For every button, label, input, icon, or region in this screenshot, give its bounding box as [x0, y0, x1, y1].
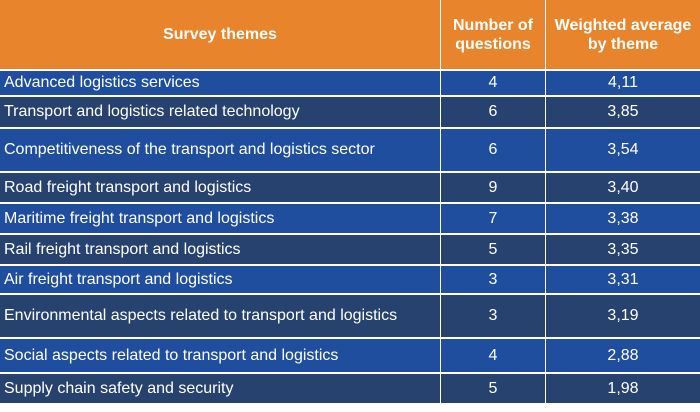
- row-average-cell: 2,88: [545, 339, 700, 372]
- header-survey-themes: Survey themes: [163, 26, 277, 43]
- row-theme-cell: Maritime freight transport and logistics: [4, 209, 275, 227]
- row-theme-cell: Social aspects related to transport and …: [4, 346, 339, 364]
- header-questions-line1: Number of: [453, 16, 533, 34]
- table-row: Environmental aspects related to transpo…: [0, 293, 700, 337]
- row-theme-cell: Rail freight transport and logistics: [4, 240, 241, 258]
- table-row: Air freight transport and logistics 3 3,31: [0, 264, 700, 293]
- row-average-cell: 3,54: [545, 129, 700, 171]
- row-average-cell: 3,40: [545, 173, 700, 202]
- table-row: Social aspects related to transport and …: [0, 337, 700, 372]
- header-average-line2: by theme: [587, 35, 659, 53]
- row-average-cell: 3,38: [545, 204, 700, 233]
- row-theme-cell: Road freight transport and logistics: [4, 178, 252, 196]
- table-header-row: Survey themes Number of questions Weight…: [0, 0, 700, 69]
- row-average-cell: 3,35: [545, 235, 700, 264]
- row-theme-cell: Transport and logistics related technolo…: [4, 103, 300, 120]
- row-average-cell: 1,98: [545, 374, 700, 403]
- header-number-of-questions: Number of questions: [440, 0, 545, 69]
- row-theme-cell: Supply chain safety and security: [4, 379, 234, 397]
- header-questions-line2: questions: [455, 35, 531, 53]
- row-average-cell: 3,31: [545, 266, 700, 293]
- table-row: Supply chain safety and security 5 1,98: [0, 372, 700, 403]
- row-questions-cell: 3: [440, 295, 545, 337]
- row-average-cell: 3,85: [545, 97, 700, 127]
- header-weighted-average: Weighted average by theme: [545, 0, 700, 69]
- header-average-line1: Weighted average: [554, 16, 692, 34]
- row-theme-cell: Advanced logistics services: [4, 74, 200, 91]
- row-questions-cell: 4: [440, 71, 545, 95]
- row-questions-cell: 7: [440, 204, 545, 233]
- row-theme-cell: Competitiveness of the transport and log…: [4, 141, 375, 158]
- row-theme-cell: Environmental aspects related to transpo…: [4, 307, 398, 324]
- row-average-cell: 3,19: [545, 295, 700, 337]
- row-theme-cell: Air freight transport and logistics: [4, 270, 233, 288]
- table-row: Road freight transport and logistics 9 3,4…: [0, 171, 700, 202]
- table-row: Rail freight transport and logistics 5 3,3…: [0, 233, 700, 264]
- row-questions-cell: 9: [440, 173, 545, 202]
- row-questions-cell: 3: [440, 266, 545, 293]
- row-average-cell: 4,11: [545, 71, 700, 95]
- row-questions-cell: 4: [440, 339, 545, 372]
- row-questions-cell: 5: [440, 374, 545, 403]
- table-row: Competitiveness of the transport and log…: [0, 127, 700, 171]
- table-row: Transport and logistics related technolo…: [0, 95, 700, 127]
- row-questions-cell: 6: [440, 129, 545, 171]
- row-questions-cell: 6: [440, 97, 545, 127]
- row-questions-cell: 5: [440, 235, 545, 264]
- table-row: Advanced logistics services 4 4,11: [0, 69, 700, 95]
- table-row: Maritime freight transport and logistics…: [0, 202, 700, 233]
